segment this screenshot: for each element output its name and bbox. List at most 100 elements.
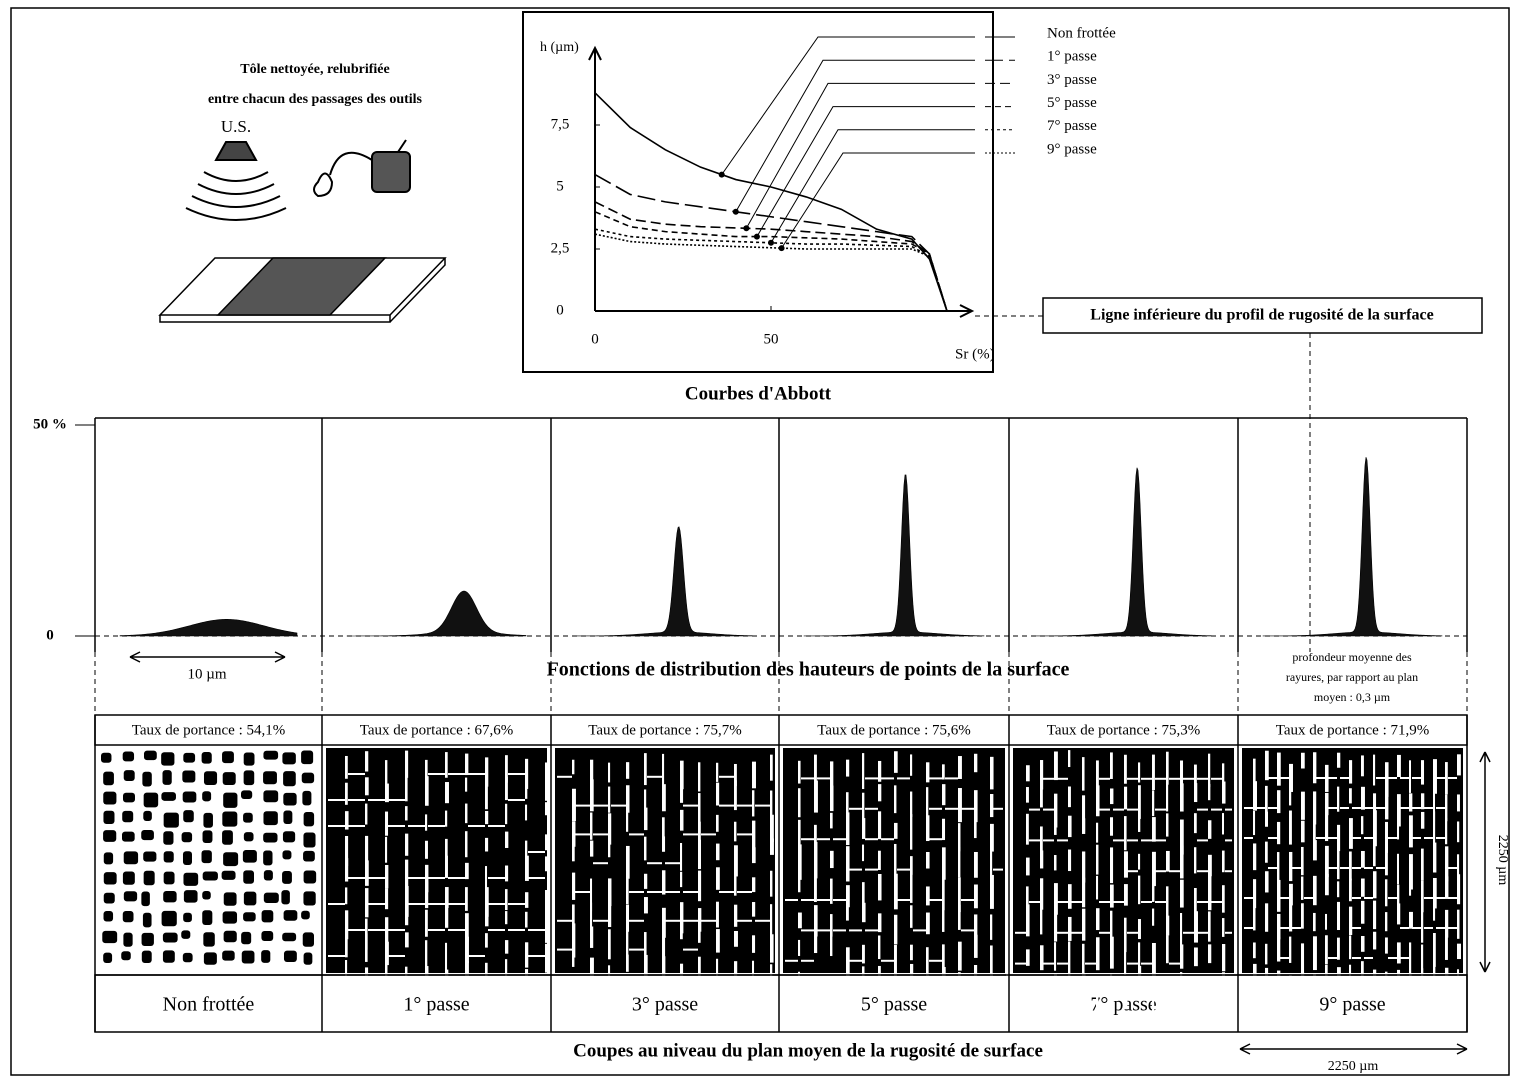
gap (1412, 777, 1421, 779)
gap (737, 891, 752, 893)
gap (1236, 848, 1239, 866)
leader (781, 152, 975, 249)
gap (990, 843, 993, 880)
gap (1026, 949, 1030, 966)
gap (348, 877, 365, 879)
gap (385, 811, 389, 836)
gap (1316, 837, 1325, 839)
gap (798, 912, 802, 929)
gap (801, 959, 814, 962)
grain (242, 850, 257, 863)
grain (183, 912, 192, 923)
gap (1409, 793, 1413, 812)
gap (1328, 777, 1337, 779)
gap (961, 899, 974, 901)
gap (1445, 909, 1449, 938)
gap (910, 944, 913, 961)
section-name: 5° passe (861, 994, 927, 1016)
gap (1197, 808, 1208, 811)
gap (798, 939, 801, 956)
gap (1152, 851, 1156, 887)
gap (1194, 783, 1198, 803)
gap (698, 956, 701, 988)
grain (163, 812, 179, 828)
gap (572, 904, 575, 937)
gap (1127, 808, 1138, 811)
gap (1166, 935, 1169, 964)
gap (1457, 909, 1460, 939)
gap (1099, 901, 1110, 903)
gap (1082, 757, 1085, 791)
leader-dot (743, 225, 750, 232)
grain (223, 930, 237, 943)
gap (1211, 808, 1222, 811)
gap (1040, 760, 1044, 790)
gap (1054, 855, 1057, 871)
gap (1361, 850, 1365, 868)
gap (1068, 750, 1071, 768)
gap (557, 977, 572, 980)
gap (1180, 845, 1184, 879)
gap (662, 817, 665, 850)
gap (525, 892, 529, 908)
gap (448, 929, 465, 931)
gap (1349, 788, 1352, 804)
gap (365, 835, 369, 863)
gap (1316, 777, 1325, 779)
gap (862, 753, 865, 790)
grain (181, 832, 193, 843)
gap (385, 888, 389, 910)
gap (1448, 987, 1457, 989)
gap (385, 941, 389, 966)
gap (945, 777, 958, 780)
gap (545, 802, 549, 816)
bearing-rate: Taux de portance : 75,7% (588, 722, 741, 738)
gap (508, 929, 525, 931)
gap (385, 864, 389, 889)
grain (241, 950, 255, 964)
gap (1433, 877, 1437, 909)
gap (1352, 897, 1361, 899)
gap (408, 903, 425, 905)
grain (162, 932, 178, 943)
grain (121, 951, 131, 961)
gap (1313, 752, 1317, 784)
gap (1113, 839, 1124, 842)
gap (662, 956, 666, 990)
gap (1040, 826, 1043, 854)
gap (1124, 941, 1127, 975)
leader-dot (732, 208, 739, 215)
gap (1436, 897, 1445, 899)
gap (1138, 853, 1141, 870)
gap (465, 936, 469, 964)
gap (1421, 760, 1425, 785)
gap (1155, 993, 1166, 996)
height-distribution (1033, 467, 1214, 637)
gap (894, 822, 898, 839)
gap (1268, 867, 1277, 869)
gap (755, 919, 770, 922)
gap (405, 750, 409, 778)
gap (680, 871, 683, 888)
section-texture (1013, 748, 1240, 1014)
gap (1166, 781, 1169, 812)
gap (974, 819, 977, 839)
gap (1313, 814, 1316, 849)
gap (913, 929, 926, 932)
gap (1277, 970, 1281, 990)
gap (1026, 813, 1029, 845)
gap (1457, 794, 1460, 812)
grain (263, 771, 277, 785)
gap (752, 935, 756, 953)
gap (1043, 839, 1054, 842)
gap (1448, 927, 1457, 929)
gap (1397, 884, 1400, 909)
gap (385, 783, 389, 803)
gap (485, 866, 488, 897)
gap (1340, 807, 1349, 809)
grain (183, 872, 199, 886)
gap (1385, 846, 1388, 876)
gap (608, 894, 612, 928)
gap (1006, 945, 1009, 982)
grain (301, 772, 315, 784)
